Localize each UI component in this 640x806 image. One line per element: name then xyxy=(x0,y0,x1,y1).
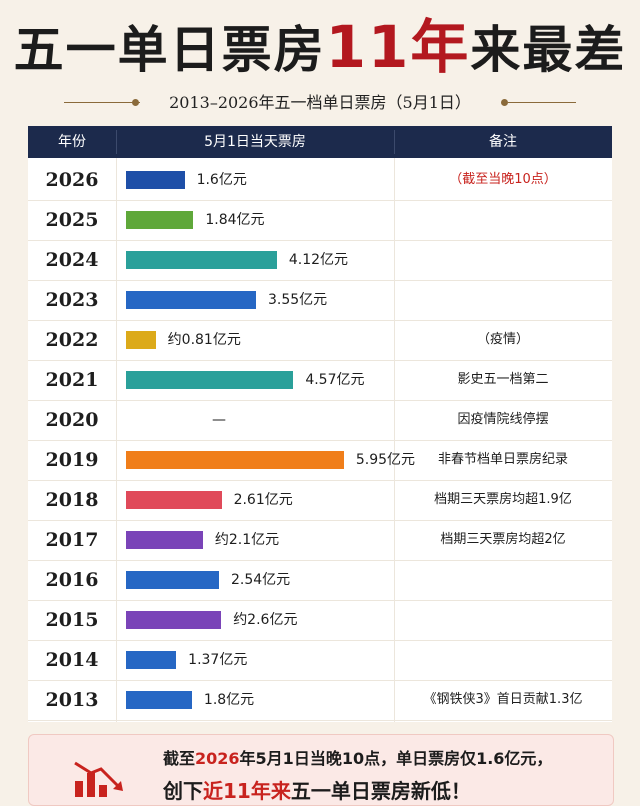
value-label: 5.95亿元 xyxy=(355,452,416,468)
value-label: 1.84亿元 xyxy=(205,212,265,228)
subtitle-dot-left xyxy=(132,99,139,106)
header-sep xyxy=(116,130,117,154)
bar-2019 xyxy=(126,451,344,469)
table-row: 2013 1.8亿元 《钢铁侠3》首日贡献1.3亿 xyxy=(28,680,612,721)
year-label: 2022 xyxy=(45,329,99,351)
title-prefix: 五一单日票房 xyxy=(13,21,326,79)
subtitle-line-right xyxy=(508,102,576,103)
year-label: 2019 xyxy=(45,449,99,471)
title-highlight: 11年 xyxy=(325,13,471,81)
value-label: 1.6亿元 xyxy=(196,172,247,188)
year-label: 2016 xyxy=(45,569,99,591)
value-label: 2.54亿元 xyxy=(231,572,291,588)
year-label: 2023 xyxy=(45,289,99,311)
bar-2026 xyxy=(126,171,185,189)
bar-2015 xyxy=(126,611,222,629)
bar-2025 xyxy=(126,211,194,229)
bar-2021 xyxy=(126,371,294,389)
table-row: 2014 1.37亿元 xyxy=(28,640,612,681)
bar-2023 xyxy=(126,291,256,309)
table-row: 2021 4.57亿元 影史五一档第二 xyxy=(28,360,612,401)
bar-2017 xyxy=(126,531,203,549)
year-label: 2020 xyxy=(45,409,99,431)
boxoffice-table: 年份 5月1日当天票房 备注 2026 1.6亿元 （截至当晚10点） 2025 1.8… xyxy=(28,126,612,722)
note-cell xyxy=(394,240,612,280)
note-cell xyxy=(394,560,612,600)
page-title: 五一单日票房11年来最差 xyxy=(0,16,640,81)
bar-2016 xyxy=(126,571,219,589)
subtitle: 2013–2026年五一档单日票房（5月1日） xyxy=(169,93,471,112)
table-row: 2017 约2.1亿元 档期三天票房均超2亿 xyxy=(28,520,612,561)
table-row: 2026 1.6亿元 （截至当晚10点） xyxy=(28,160,612,201)
banner-l1-a: 截至 xyxy=(163,749,196,768)
note-cell: （疫情） xyxy=(476,332,529,347)
banner-l2-b: 近11年来 xyxy=(203,779,291,803)
year-label: 2026 xyxy=(45,169,99,191)
year-label: 2024 xyxy=(45,249,99,271)
year-label: 2021 xyxy=(45,369,99,391)
bar-2014 xyxy=(126,651,177,669)
banner-l1-b: 2026 xyxy=(195,749,240,768)
banner-l1-c: 年5月1日当晚10点，单日票房仅1.6亿元， xyxy=(239,749,553,768)
value-label: 4.57亿元 xyxy=(305,372,365,388)
year-label: 2017 xyxy=(45,529,99,551)
value-label: 约2.6亿元 xyxy=(233,612,298,628)
summary-banner: 截至2026年5月1日当晚10点，单日票房仅1.6亿元， 创下近11年来五一单日… xyxy=(28,734,614,806)
value-label: 约0.81亿元 xyxy=(167,332,241,348)
table-row: 2015 约2.6亿元 xyxy=(28,600,612,641)
note-cell: 因疫情院线停摆 xyxy=(457,412,549,427)
bar-2024 xyxy=(126,251,277,269)
value-label: — xyxy=(212,412,226,428)
banner-l2-a: 创下 xyxy=(163,779,203,803)
chart-down-icon xyxy=(74,761,123,797)
title-suffix: 来最差 xyxy=(470,21,627,79)
year-label: 2025 xyxy=(45,209,99,231)
value-label: 约2.1亿元 xyxy=(214,532,280,548)
value-label: 2.61亿元 xyxy=(233,492,293,508)
bar-2018 xyxy=(126,491,222,509)
bar-2022 xyxy=(126,331,156,349)
year-label: 2013 xyxy=(45,689,99,711)
value-label: 1.37亿元 xyxy=(188,652,248,668)
table-header: 年份 5月1日当天票房 备注 xyxy=(28,126,612,158)
note-cell: 《钢铁侠3》首日贡献1.3亿 xyxy=(423,692,583,707)
year-label: 2014 xyxy=(45,649,99,671)
note-cell: 非春节档单日票房纪录 xyxy=(437,452,568,467)
table-row: 2023 3.55亿元 xyxy=(28,280,612,321)
year-label: 2018 xyxy=(45,489,99,511)
year-label: 2015 xyxy=(45,609,99,631)
table-row: 2022 约0.81亿元 （疫情） xyxy=(28,320,612,361)
header-boxoffice: 5月1日当天票房 xyxy=(204,134,306,150)
subtitle-line-left xyxy=(64,102,140,103)
value-label: 1.8亿元 xyxy=(203,692,255,708)
value-label: 3.55亿元 xyxy=(267,292,328,308)
banner-l2-c: 五一单日票房新低！ xyxy=(290,779,471,803)
note-cell: 档期三天票房均超1.9亿 xyxy=(434,492,572,507)
note-cell: 档期三天票房均超2亿 xyxy=(440,532,566,547)
note-cell xyxy=(394,280,612,320)
header-note: 备注 xyxy=(489,134,517,150)
note-cell: （截至当晚10点） xyxy=(449,172,557,187)
subtitle-row: 2013–2026年五一档单日票房（5月1日） xyxy=(0,90,640,116)
value-label: 4.12亿元 xyxy=(288,252,349,268)
bar-2013 xyxy=(126,691,192,709)
header-sep xyxy=(394,130,395,154)
table-row: 2020 — 因疫情院线停摆 xyxy=(28,400,612,441)
note-cell: 影史五一档第二 xyxy=(457,372,549,387)
note-cell xyxy=(394,200,612,240)
note-cell xyxy=(394,600,612,640)
subtitle-dot-right xyxy=(501,99,508,106)
table-row: 2016 2.54亿元 xyxy=(28,560,612,601)
table-row: 2024 4.12亿元 xyxy=(28,240,612,281)
table-row: 2025 1.84亿元 xyxy=(28,200,612,241)
table-row: 2018 2.61亿元 档期三天票房均超1.9亿 xyxy=(28,480,612,521)
note-cell xyxy=(394,640,612,680)
banner-line-1: 截至2026年5月1日当晚10点，单日票房仅1.6亿元， xyxy=(163,745,552,769)
header-year: 年份 xyxy=(58,134,86,150)
table-row: 2019 5.95亿元 非春节档单日票房纪录 xyxy=(28,440,612,481)
banner-line-2: 创下近11年来五一单日票房新低！ xyxy=(163,775,471,804)
